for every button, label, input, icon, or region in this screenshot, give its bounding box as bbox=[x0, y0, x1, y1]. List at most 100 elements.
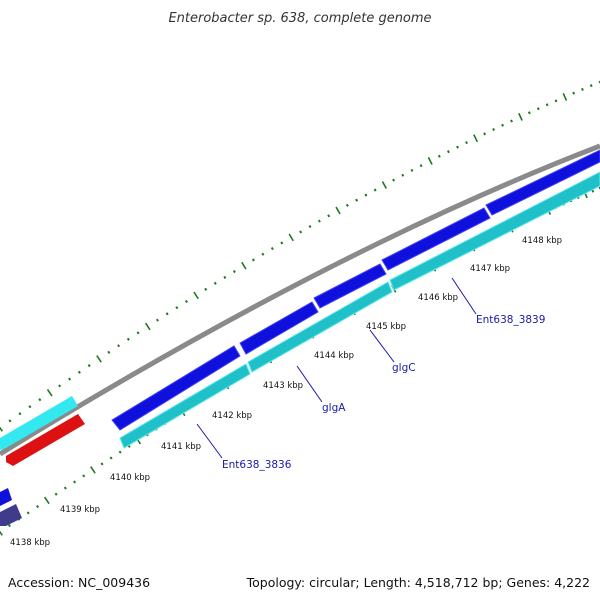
genome-backbone bbox=[0, 143, 600, 457]
outer-tick-major bbox=[518, 112, 523, 121]
outer-tick-minor bbox=[581, 87, 584, 91]
gene-label-leader-line bbox=[196, 423, 223, 459]
outer-tick-major bbox=[46, 389, 53, 397]
outer-tick-minor bbox=[58, 384, 62, 388]
outer-tick-minor bbox=[165, 312, 169, 316]
outer-tick-minor bbox=[136, 331, 140, 335]
gene-label: glgC bbox=[392, 362, 416, 374]
tick-label: 4142 kbp bbox=[212, 411, 252, 421]
outer-tick-minor bbox=[355, 198, 359, 202]
outer-tick-minor bbox=[38, 398, 42, 402]
inner-tick-minor bbox=[26, 511, 30, 515]
inner-tick-minor bbox=[591, 189, 595, 193]
outer-tick-major bbox=[562, 92, 568, 101]
tick-label: 4140 kbp bbox=[110, 473, 150, 483]
outer-tick-minor bbox=[299, 230, 303, 234]
gene-labels: Ent638_3836 glgA glgC Ent638_3839 bbox=[196, 277, 545, 471]
outer-tick-minor bbox=[456, 145, 459, 149]
tick-label: 4143 kbp bbox=[263, 381, 303, 391]
outer-tick-minor bbox=[184, 299, 188, 304]
inner-tick-minor bbox=[63, 486, 67, 490]
left-features bbox=[0, 396, 85, 526]
outer-tick-minor bbox=[446, 150, 450, 154]
outer-tick-minor bbox=[204, 287, 208, 291]
outer-tick-major bbox=[241, 261, 247, 270]
tick-label: 4139 kbp bbox=[60, 505, 100, 515]
cds-forward-4 bbox=[381, 207, 491, 271]
tick-label: 4146 kbp bbox=[418, 293, 458, 303]
inner-tick-minor bbox=[118, 450, 122, 454]
tick-label: 4145 kbp bbox=[366, 322, 406, 332]
gene-label: glgA bbox=[322, 402, 346, 414]
outer-tick-minor bbox=[156, 318, 159, 322]
cds-forward-1 bbox=[111, 345, 241, 431]
outer-tick-major bbox=[381, 181, 387, 189]
forward-strand-track bbox=[111, 149, 600, 431]
gene-label: Ent638_3836 bbox=[222, 459, 292, 471]
outer-tick-minor bbox=[492, 127, 496, 132]
outer-tick-minor bbox=[8, 419, 12, 423]
reverse-strand-track bbox=[119, 171, 600, 449]
outer-tick-major bbox=[193, 291, 199, 300]
feature-blue-small-block bbox=[0, 488, 12, 506]
outer-tick-minor bbox=[410, 168, 414, 172]
outer-tick-minor bbox=[501, 123, 504, 127]
outer-tick-minor bbox=[126, 337, 130, 341]
outer-tick-minor bbox=[232, 269, 236, 274]
feature-cyan-block bbox=[0, 396, 78, 450]
outer-tick-major bbox=[335, 206, 341, 215]
outer-tick-minor bbox=[317, 219, 321, 223]
outer-tick-minor bbox=[28, 405, 32, 409]
outer-tick-minor bbox=[261, 252, 265, 256]
outer-tick-minor bbox=[223, 275, 227, 279]
outer-tick-major bbox=[473, 134, 479, 143]
outer-tick-minor bbox=[465, 141, 468, 145]
outer-tick-minor bbox=[401, 173, 405, 177]
outer-tick-minor bbox=[107, 350, 111, 354]
outer-tick-minor bbox=[280, 241, 284, 245]
cds-forward-3 bbox=[313, 263, 387, 309]
inner-tick-minor bbox=[109, 456, 113, 460]
outer-tick-minor bbox=[87, 364, 91, 368]
minor-tick-ring bbox=[0, 186, 600, 536]
inner-tick-minor bbox=[82, 474, 86, 478]
outer-tick-minor bbox=[68, 377, 72, 381]
outer-tick-minor bbox=[572, 91, 576, 95]
map-title: Enterobacter sp. 638, complete genome bbox=[168, 11, 431, 26]
outer-tick-minor bbox=[117, 344, 121, 348]
inner-tick-minor bbox=[54, 492, 58, 496]
outer-tick-minor bbox=[327, 214, 331, 218]
outer-tick-minor bbox=[483, 132, 487, 136]
inner-tick-minor bbox=[73, 480, 77, 484]
outer-tick-major bbox=[427, 156, 433, 165]
outer-tick-minor bbox=[373, 188, 377, 192]
outer-tick-minor bbox=[510, 119, 513, 123]
inner-tick-major bbox=[43, 496, 50, 505]
inner-tick-major bbox=[90, 466, 96, 474]
tick-labels: 4138 kbp 4139 kbp 4140 kbp 4141 kbp 4142 kbp… bbox=[10, 236, 562, 548]
cds-reverse-1 bbox=[119, 363, 251, 449]
outer-tick-minor bbox=[308, 224, 312, 229]
tick-label: 4148 kbp bbox=[522, 236, 562, 246]
outer-tick-minor bbox=[392, 178, 396, 182]
outer-tick-major bbox=[96, 355, 102, 363]
outer-tick-minor bbox=[270, 247, 274, 251]
cds-forward-2 bbox=[239, 301, 319, 355]
inner-tick-major bbox=[0, 530, 3, 536]
outer-tick-minor bbox=[364, 193, 368, 197]
outer-tick-minor bbox=[419, 164, 423, 168]
outer-tick-minor bbox=[536, 107, 540, 111]
gene-label-leader-line bbox=[369, 329, 395, 363]
outer-tick-major bbox=[144, 322, 151, 331]
outer-tick-minor bbox=[545, 103, 549, 107]
tick-label: 4138 kbp bbox=[10, 538, 50, 548]
outer-tick-minor bbox=[18, 412, 22, 416]
outer-tick-major bbox=[0, 426, 3, 432]
feature-red-block bbox=[6, 414, 85, 466]
gene-label-leader-line bbox=[296, 365, 323, 403]
inner-tick-minor bbox=[7, 524, 11, 528]
tick-label: 4141 kbp bbox=[161, 442, 201, 452]
feature-purple-block bbox=[0, 504, 22, 526]
gene-label-leader-line bbox=[451, 277, 477, 315]
